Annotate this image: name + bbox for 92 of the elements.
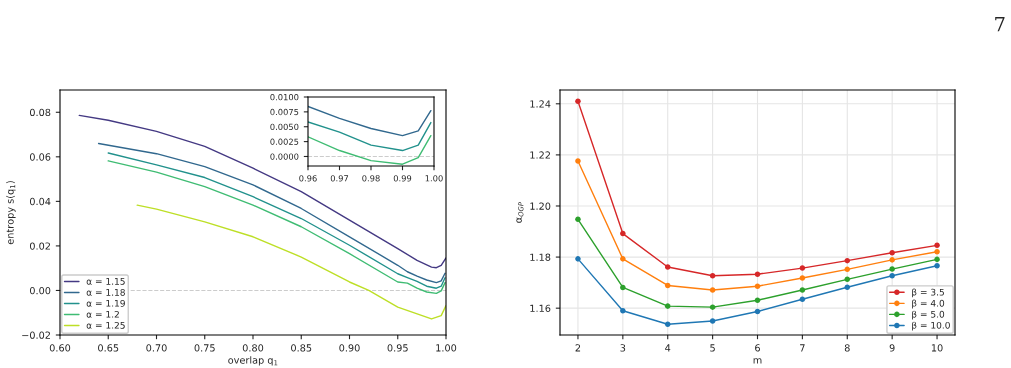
x-tick-label: 0.80 xyxy=(242,344,264,352)
x-tick-label: 0.70 xyxy=(146,344,167,352)
legend-label: α = 1.15 xyxy=(86,278,125,285)
x-tick-label: 2 xyxy=(575,344,581,352)
point xyxy=(575,98,581,105)
point xyxy=(889,257,895,263)
y-tick-label: 1.16 xyxy=(530,304,551,313)
point xyxy=(844,257,851,264)
y-tick-label: 1.24 xyxy=(530,100,551,108)
y-tick-label: 1.18 xyxy=(530,253,551,261)
y-axis-title: α$_{OGP}$ xyxy=(516,202,524,223)
line-series xyxy=(78,114,446,269)
point xyxy=(709,304,716,310)
x-tick-label: 9 xyxy=(889,344,895,352)
text: 7 xyxy=(995,16,1005,32)
y-tick-label: 1.22 xyxy=(530,151,550,159)
x-tick-label: 0.99 xyxy=(393,175,412,182)
point xyxy=(620,284,626,291)
x-tick-label: 3 xyxy=(620,344,626,352)
point xyxy=(620,230,626,237)
x-tick-label: 0.98 xyxy=(362,175,380,182)
x-tick-label: 0.95 xyxy=(387,344,408,352)
y-tick-label: 0.08 xyxy=(29,108,51,117)
point xyxy=(799,296,806,303)
legend-label: β = 10.0 xyxy=(912,321,950,331)
x-tick-label: 1.00 xyxy=(436,344,457,352)
point xyxy=(575,256,581,262)
legend-label: β = 3.5 xyxy=(912,288,944,298)
point xyxy=(889,249,895,256)
point xyxy=(799,287,806,293)
x-tick-label: 6 xyxy=(755,344,760,352)
x-tick-label: 0.65 xyxy=(98,344,119,352)
point xyxy=(709,318,716,324)
point xyxy=(754,283,761,289)
x-tick-label: 10 xyxy=(931,344,943,352)
y-tick-label: 0.0100 xyxy=(270,93,299,101)
x-tick-label: 4 xyxy=(665,344,671,352)
point xyxy=(934,256,940,263)
point xyxy=(799,275,806,281)
x-tick-label: 8 xyxy=(844,344,850,352)
point xyxy=(889,272,895,279)
point xyxy=(709,287,716,293)
x-axis-title: overlap q$_{1}$ xyxy=(228,356,278,366)
y-axis-title: entropy s(q$_{1}$) xyxy=(6,181,16,245)
point xyxy=(709,272,716,279)
x-tick-label: 0.85 xyxy=(291,344,312,352)
y-tick-label: 0.06 xyxy=(29,153,51,161)
point xyxy=(934,262,940,269)
point xyxy=(754,271,761,277)
legend-label: β = 5.0 xyxy=(912,310,945,320)
line-series xyxy=(136,204,446,320)
y-tick-label: 0.00 xyxy=(29,286,51,295)
x-tick-label: 7 xyxy=(800,344,805,352)
x-axis-title: m xyxy=(753,358,762,364)
y-tick-label: −0.02 xyxy=(22,331,50,339)
y-tick-label: 0.02 xyxy=(29,242,50,250)
x-tick-label: 5 xyxy=(710,344,715,352)
point xyxy=(844,276,851,283)
point xyxy=(754,297,761,304)
point xyxy=(934,248,940,255)
x-tick-label: 0.97 xyxy=(330,175,349,182)
legend-label: β = 4.0 xyxy=(912,299,945,309)
legend-label: α = 1.18 xyxy=(86,288,125,296)
point xyxy=(934,242,940,249)
point xyxy=(799,265,806,271)
point xyxy=(620,307,626,314)
point xyxy=(664,321,671,328)
point xyxy=(889,266,895,272)
legend-label: α = 1.19 xyxy=(86,299,125,307)
line-series xyxy=(308,121,432,152)
point xyxy=(844,266,851,273)
point xyxy=(620,256,626,262)
point xyxy=(575,158,581,164)
point xyxy=(664,282,671,289)
y-tick-label: 0.0075 xyxy=(270,108,299,116)
legend-label: α = 1.25 xyxy=(86,321,125,329)
legend-label: α = 1.2 xyxy=(86,310,119,318)
y-tick-label: 0.04 xyxy=(29,197,51,206)
x-tick-label: 1.00 xyxy=(425,175,443,182)
point xyxy=(844,284,851,290)
y-tick-label: 0.0050 xyxy=(270,123,299,131)
point xyxy=(664,264,671,270)
y-tick-label: 0.0025 xyxy=(270,138,299,145)
x-tick-label: 0.96 xyxy=(299,175,317,182)
y-tick-label: 0.0000 xyxy=(270,153,299,160)
y-tick-label: 1.20 xyxy=(530,202,551,210)
point xyxy=(575,216,581,223)
line-series xyxy=(308,105,432,137)
x-tick-label: 0.60 xyxy=(49,344,71,352)
x-tick-label: 0.90 xyxy=(339,344,360,352)
x-tick-label: 0.75 xyxy=(194,344,215,352)
point xyxy=(664,303,671,309)
